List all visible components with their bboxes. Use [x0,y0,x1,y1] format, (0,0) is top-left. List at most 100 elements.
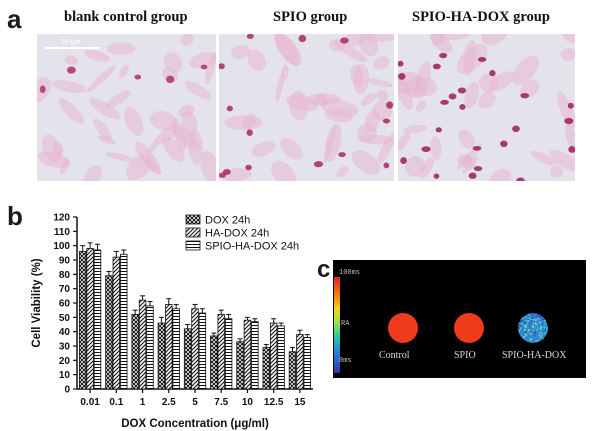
cell-body [247,49,266,71]
well-spio-ha-dox [518,313,548,343]
bar [262,347,270,390]
scale-bar [45,47,100,49]
cell-body [549,149,575,172]
bar [146,305,154,390]
x-tick-label: 1 [140,397,146,408]
stained-nucleus [512,125,520,133]
micrograph-spio [219,34,394,181]
cell-body [364,109,380,133]
stained-nucleus [313,161,324,168]
y-tick-label: 50 [59,313,71,324]
cell-body [430,136,442,161]
y-axis-title: Cell Viability (%) [31,258,43,347]
stained-nucleus [448,93,457,100]
bar [93,249,102,390]
cell-body [204,52,216,85]
panel-a-letter: a [7,4,22,34]
cell-body [88,97,121,120]
cell-body [530,150,556,166]
cell-body [178,104,195,118]
cell-body [37,77,52,104]
panel-b-letter: b [7,201,23,231]
cell-body [550,165,564,178]
well-spio [454,313,484,343]
cell-body [224,115,263,131]
x-tick-label: 12.5 [264,397,284,408]
well-control [388,313,418,343]
cell-body [373,56,390,70]
cell-body [360,93,377,107]
cell-body [439,34,472,41]
cell-body [251,141,276,157]
x-tick-label: 7.5 [214,397,228,408]
stained-nucleus [564,117,574,125]
cell-body [82,165,102,181]
cell-body [275,71,285,102]
colorbar-bottom-label: 0ms [339,357,352,365]
cell-body [279,138,303,160]
stained-nucleus [66,66,76,74]
cell-body [346,34,371,47]
bar [251,321,259,390]
cell-body [366,78,393,88]
relaxation-colorbar [334,277,340,373]
bar [191,308,199,390]
bar [138,299,147,390]
cell-body [106,90,131,109]
well-label-spio-ha-dox: SPIO-HA-DOX [502,350,567,361]
bar [277,325,285,390]
cell-body [93,118,112,141]
stained-nucleus [134,74,142,80]
cell-body [60,158,69,175]
bar [86,248,94,390]
cell-body [512,55,539,86]
micrograph-spio-ha-dox [398,34,575,181]
cell-body [64,55,78,65]
cell-body [562,34,575,44]
stained-nucleus [457,87,467,94]
stained-nucleus [166,75,175,84]
cell-body [171,125,200,150]
x-tick-label: 0.1 [109,397,123,408]
bar [112,256,121,390]
cell-body [149,111,178,131]
cell-body [334,41,368,63]
mri-t2-map-panel: 100ms RA 0ms Control SPIO SPIO-HA-DOX [333,260,586,378]
legend-label: DOX 24h [205,215,250,227]
bar [157,322,166,390]
cell-body [160,128,177,145]
cell-body [564,124,575,157]
well-label-control: Control [379,350,410,361]
stained-nucleus [433,173,440,179]
stained-nucleus [439,52,448,59]
stained-nucleus [219,63,225,70]
cell-body [51,80,87,93]
cell-body [84,49,111,62]
stained-nucleus [200,64,208,70]
legend-label: SPIO-HA-DOX 24h [205,241,299,253]
bar [296,334,304,390]
cell-body [306,93,340,105]
cell-body [274,34,300,67]
x-tick-label: 2.5 [162,397,176,408]
cell-body [125,153,153,181]
y-tick-label: 20 [59,356,71,367]
cell-body [477,92,496,109]
bar [224,318,233,390]
bar [198,312,207,390]
cell-body [271,161,296,181]
cell-body [458,129,475,149]
cell-body [124,107,144,136]
panel-c-letter: c [317,256,331,283]
cell-body [464,81,480,109]
stained-nucleus [298,34,307,43]
cell-body [405,155,426,177]
cell-body [146,124,172,155]
stained-nucleus [400,157,407,164]
bar [217,314,225,390]
cell-body [353,64,370,95]
cell-body [481,34,507,46]
cell-body [105,152,134,162]
stained-nucleus [383,162,390,169]
bar [105,275,113,390]
